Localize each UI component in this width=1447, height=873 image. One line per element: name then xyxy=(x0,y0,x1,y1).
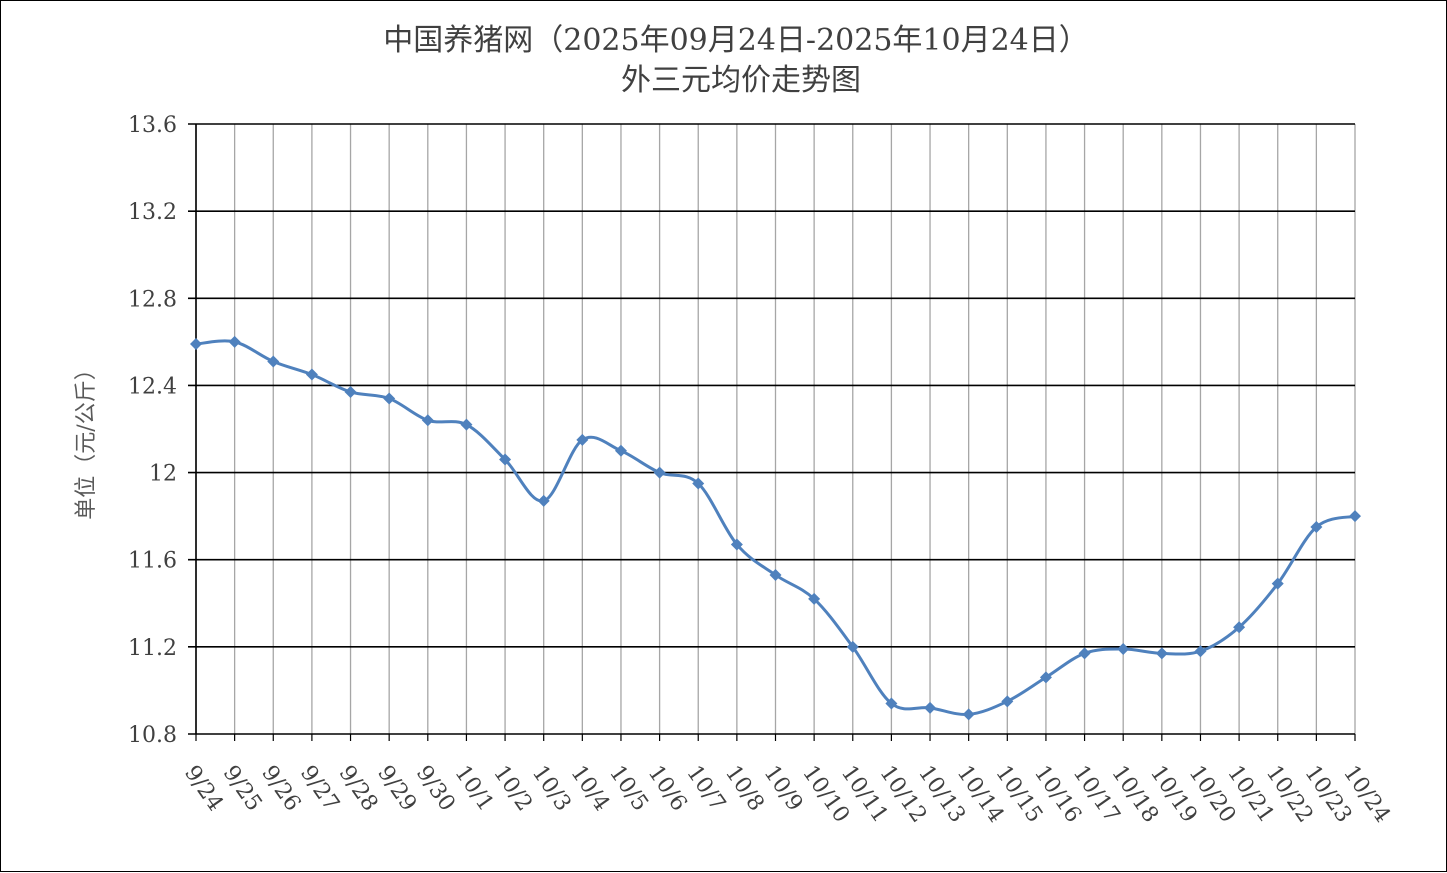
x-tick-label: 9/27 xyxy=(295,761,344,816)
x-axis-ticks: 9/249/259/269/279/289/299/3010/110/210/3… xyxy=(179,734,1395,827)
y-axis-ticks: 13.6 13.2 12.8 12.4 12 11.6 11.2 10.8 xyxy=(128,113,177,748)
data-point-marker xyxy=(190,338,202,351)
x-tick-label: 9/30 xyxy=(411,761,460,816)
x-tick-label: 10/8 xyxy=(720,761,769,816)
vertical-gridlines xyxy=(195,124,1356,734)
x-tick-label: 10/1 xyxy=(450,761,499,816)
x-tick-label: 10/4 xyxy=(565,761,614,816)
data-point-marker xyxy=(421,414,434,427)
data-point-marker xyxy=(692,477,705,490)
x-tick-label: 9/25 xyxy=(218,761,267,816)
x-tick-label: 10/5 xyxy=(604,761,653,816)
data-point-marker xyxy=(267,355,280,368)
x-tick-label: 10/7 xyxy=(681,761,730,816)
data-point-marker xyxy=(769,568,782,581)
data-point-marker xyxy=(1078,647,1091,660)
data-point-marker xyxy=(730,538,743,551)
y-tick-label: 12.4 xyxy=(128,374,177,399)
y-tick-label: 13.2 xyxy=(128,200,177,225)
x-tick-label: 9/24 xyxy=(179,761,228,816)
data-point-marker xyxy=(460,418,473,431)
y-tick-label: 10.8 xyxy=(128,723,177,748)
data-point-marker xyxy=(537,494,550,507)
y-tick-label: 13.6 xyxy=(128,113,177,138)
data-point-marker xyxy=(846,640,859,653)
y-tick-label: 12.8 xyxy=(128,287,177,312)
x-tick-label: 10/3 xyxy=(527,761,576,816)
data-point-marker xyxy=(344,385,357,398)
data-point-marker xyxy=(1349,510,1361,523)
data-point-marker xyxy=(1001,695,1014,708)
data-point-marker xyxy=(576,433,589,446)
data-point-marker xyxy=(305,368,318,381)
chart-subtitle: 外三元均价走势图 xyxy=(621,63,861,98)
y-tick-label: 11.6 xyxy=(128,549,177,574)
data-points xyxy=(190,335,1361,721)
data-point-marker xyxy=(924,701,937,714)
x-tick-label: 9/29 xyxy=(372,761,421,816)
data-point-marker xyxy=(1117,643,1130,656)
x-tick-label: 10/6 xyxy=(643,761,692,816)
x-tick-label: 9/26 xyxy=(256,761,305,816)
x-tick-label: 10/9 xyxy=(759,761,808,816)
data-point-marker xyxy=(808,592,821,605)
data-point-marker xyxy=(1271,577,1284,590)
data-point-marker xyxy=(1155,647,1168,660)
data-point-marker xyxy=(1310,521,1323,534)
y-tick-label: 12 xyxy=(149,462,177,487)
data-point-marker xyxy=(962,708,975,721)
data-point-marker xyxy=(1233,621,1246,634)
data-point-marker xyxy=(885,697,898,710)
y-axis-label: 单位（元/公斤） xyxy=(74,358,99,519)
data-point-marker xyxy=(614,444,627,457)
horizontal-gridlines xyxy=(188,123,1355,735)
data-point-marker xyxy=(228,335,241,348)
y-tick-label: 11.2 xyxy=(128,636,177,661)
data-point-marker xyxy=(653,466,666,479)
chart-title: 中国养猪网（2025年09月24日-2025年10月24日） xyxy=(383,23,1089,58)
x-tick-label: 10/2 xyxy=(488,761,537,816)
data-point-marker xyxy=(1194,645,1207,658)
data-point-marker xyxy=(383,392,396,405)
data-point-marker xyxy=(1039,671,1052,684)
x-tick-label: 9/28 xyxy=(334,761,383,816)
data-point-marker xyxy=(499,453,512,466)
